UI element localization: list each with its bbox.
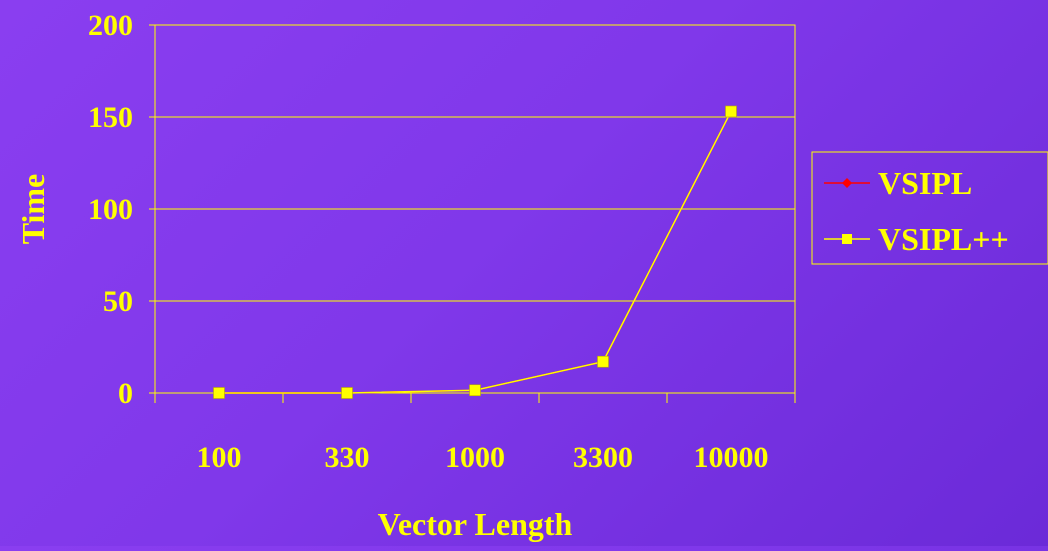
x-axis-label: Vector Length	[378, 506, 573, 542]
legend-marker	[842, 234, 852, 244]
x-tick-label: 10000	[694, 441, 769, 474]
y-tick-label: 0	[118, 377, 133, 410]
data-point	[469, 384, 481, 397]
y-axis-label: Time	[15, 174, 51, 245]
series-line	[219, 111, 732, 394]
y-tick-label: 150	[88, 101, 133, 134]
legend-label: VSIPL	[878, 165, 972, 201]
legend-label: VSIPL++	[878, 221, 1009, 257]
data-point	[725, 105, 737, 118]
y-tick-labels: 0 50 100 150 200	[88, 9, 133, 410]
data-point	[597, 355, 609, 368]
data-point	[341, 387, 353, 399]
x-tick-labels: 100 330 1000 3300 10000	[197, 441, 769, 474]
series-vsipl	[214, 106, 736, 398]
y-tick-label: 50	[103, 285, 133, 318]
legend-item: VSIPL	[824, 165, 972, 201]
series-vsipl-	[213, 105, 737, 399]
axes	[149, 24, 796, 403]
grid-lines	[155, 116, 795, 302]
y-tick-label: 100	[88, 193, 133, 226]
series-line	[219, 111, 732, 394]
x-tick-label: 100	[197, 441, 242, 474]
x-tick-label: 330	[325, 441, 370, 474]
legend: VSIPL VSIPL++	[811, 151, 1048, 265]
y-tick-label: 200	[88, 9, 133, 42]
x-tick-label: 1000	[445, 441, 505, 474]
legend-marker	[842, 178, 852, 188]
x-tick-label: 3300	[573, 441, 633, 474]
data-point	[213, 387, 225, 399]
series	[213, 105, 737, 399]
legend-box	[811, 151, 1048, 265]
legend-item: VSIPL++	[824, 221, 1009, 257]
